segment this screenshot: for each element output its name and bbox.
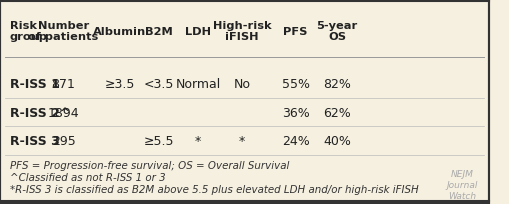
Text: B2M: B2M bbox=[145, 27, 173, 36]
Text: *R-ISS 3 is classified as B2M above 5.5 plus elevated LDH and/or high-risk iFISH: *R-ISS 3 is classified as B2M above 5.5 … bbox=[10, 184, 418, 194]
Text: 24%: 24% bbox=[281, 134, 309, 147]
Text: PFS = Progression-free survival; OS = Overall Survival: PFS = Progression-free survival; OS = Ov… bbox=[10, 160, 289, 170]
Text: Number
of patients: Number of patients bbox=[29, 21, 98, 42]
Text: LDH: LDH bbox=[185, 27, 210, 36]
Text: *: * bbox=[194, 134, 201, 147]
Text: 1894: 1894 bbox=[48, 106, 79, 119]
Text: *: * bbox=[238, 134, 244, 147]
Text: R-ISS 2^: R-ISS 2^ bbox=[10, 106, 70, 119]
Text: 82%: 82% bbox=[323, 78, 350, 91]
FancyBboxPatch shape bbox=[0, 0, 488, 203]
Text: Normal: Normal bbox=[175, 78, 220, 91]
Text: ^Classified as not R-ISS 1 or 3: ^Classified as not R-ISS 1 or 3 bbox=[10, 172, 165, 182]
Text: No: No bbox=[233, 78, 250, 91]
Text: High-risk
iFISH: High-risk iFISH bbox=[212, 21, 271, 42]
Text: <3.5: <3.5 bbox=[144, 78, 174, 91]
Text: 36%: 36% bbox=[281, 106, 309, 119]
Text: 871: 871 bbox=[51, 78, 75, 91]
Text: ≥5.5: ≥5.5 bbox=[143, 134, 174, 147]
Text: R-ISS 3: R-ISS 3 bbox=[10, 134, 60, 147]
Text: R-ISS 1: R-ISS 1 bbox=[10, 78, 60, 91]
Text: ≥3.5: ≥3.5 bbox=[104, 78, 134, 91]
Text: 55%: 55% bbox=[281, 78, 309, 91]
Text: NEJM
Journal
Watch: NEJM Journal Watch bbox=[445, 169, 476, 200]
Text: 62%: 62% bbox=[323, 106, 350, 119]
Text: 40%: 40% bbox=[323, 134, 350, 147]
Text: 295: 295 bbox=[51, 134, 75, 147]
Text: Albumin: Albumin bbox=[93, 27, 146, 36]
Text: 5-year
OS: 5-year OS bbox=[316, 21, 357, 42]
Text: Risk
group: Risk group bbox=[10, 21, 48, 42]
Text: PFS: PFS bbox=[283, 27, 307, 36]
